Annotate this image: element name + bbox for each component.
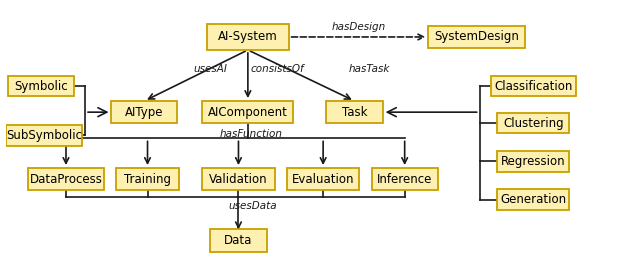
Text: AIType: AIType [125,106,164,119]
Text: hasFunction: hasFunction [220,129,282,140]
FancyBboxPatch shape [207,24,289,50]
Text: consistsOf: consistsOf [251,64,305,74]
FancyBboxPatch shape [428,26,525,48]
Text: Task: Task [342,106,367,119]
FancyBboxPatch shape [326,101,383,123]
Text: Classification: Classification [494,80,572,93]
Text: hasTask: hasTask [348,64,390,74]
FancyBboxPatch shape [8,76,74,97]
FancyBboxPatch shape [6,125,82,146]
Text: usesData: usesData [228,201,276,211]
FancyBboxPatch shape [202,101,293,123]
Text: SubSymbolic: SubSymbolic [6,129,82,142]
FancyBboxPatch shape [497,189,570,210]
Text: AI-System: AI-System [218,30,278,44]
Text: Symbolic: Symbolic [14,80,68,93]
FancyBboxPatch shape [28,168,104,190]
FancyBboxPatch shape [491,76,575,97]
FancyBboxPatch shape [497,113,570,133]
Text: Validation: Validation [209,173,268,186]
FancyBboxPatch shape [497,151,570,172]
Text: Generation: Generation [500,193,566,206]
Text: Clustering: Clustering [503,117,564,129]
Text: Regression: Regression [501,155,566,168]
FancyBboxPatch shape [116,168,179,190]
FancyBboxPatch shape [211,229,267,252]
Text: Evaluation: Evaluation [292,173,355,186]
Text: Inference: Inference [377,173,433,186]
Text: AIComponent: AIComponent [208,106,288,119]
FancyBboxPatch shape [372,168,438,190]
Text: Data: Data [224,234,253,247]
Text: DataProcess: DataProcess [29,173,102,186]
Text: SystemDesign: SystemDesign [435,30,519,44]
Text: usesAI: usesAI [193,64,227,74]
FancyBboxPatch shape [202,168,275,190]
FancyBboxPatch shape [287,168,359,190]
Text: Training: Training [124,173,171,186]
Text: hasDesign: hasDesign [332,22,385,32]
FancyBboxPatch shape [111,101,177,123]
